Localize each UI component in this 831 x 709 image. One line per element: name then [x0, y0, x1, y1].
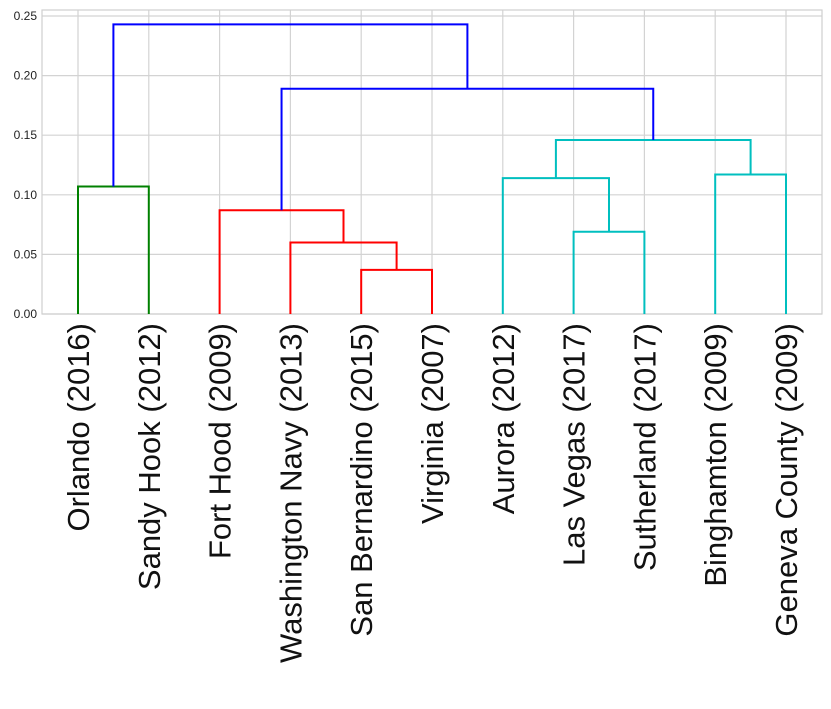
leaf-label: Binghamton (2009) — [698, 323, 733, 587]
y-tick-label: 0.05 — [14, 247, 38, 261]
leaf-label: Fort Hood (2009) — [203, 323, 238, 559]
leaf-label: Sutherland (2017) — [627, 323, 662, 571]
leaf-label: Las Vegas (2017) — [557, 323, 592, 566]
y-axis-ticks: 0.00 0.05 0.10 0.15 0.20 0.25 — [14, 9, 38, 321]
leaf-label: Virginia (2007) — [415, 323, 450, 524]
leaf-label: Aurora (2012) — [486, 323, 521, 514]
leaf-labels: Orlando (2016) Sandy Hook (2012) Fort Hood… — [61, 323, 804, 663]
y-tick-label: 0.10 — [14, 188, 38, 202]
y-tick-label: 0.20 — [14, 69, 38, 83]
dendrogram-link-m10 — [112, 23, 469, 187]
y-tick-label: 0.25 — [14, 9, 38, 23]
leaf-label: Washington Navy (2013) — [273, 323, 308, 663]
leaf-label: Sandy Hook (2012) — [132, 323, 167, 590]
dendrogram-links — [77, 23, 787, 314]
leaf-label: Orlando (2016) — [61, 323, 96, 532]
grid-lines — [42, 10, 822, 315]
leaf-label: San Bernardino (2015) — [344, 323, 379, 637]
y-tick-label: 0.15 — [14, 128, 38, 142]
y-tick-label: 0.00 — [14, 307, 38, 321]
leaf-label: Geneva County (2009) — [769, 323, 804, 637]
